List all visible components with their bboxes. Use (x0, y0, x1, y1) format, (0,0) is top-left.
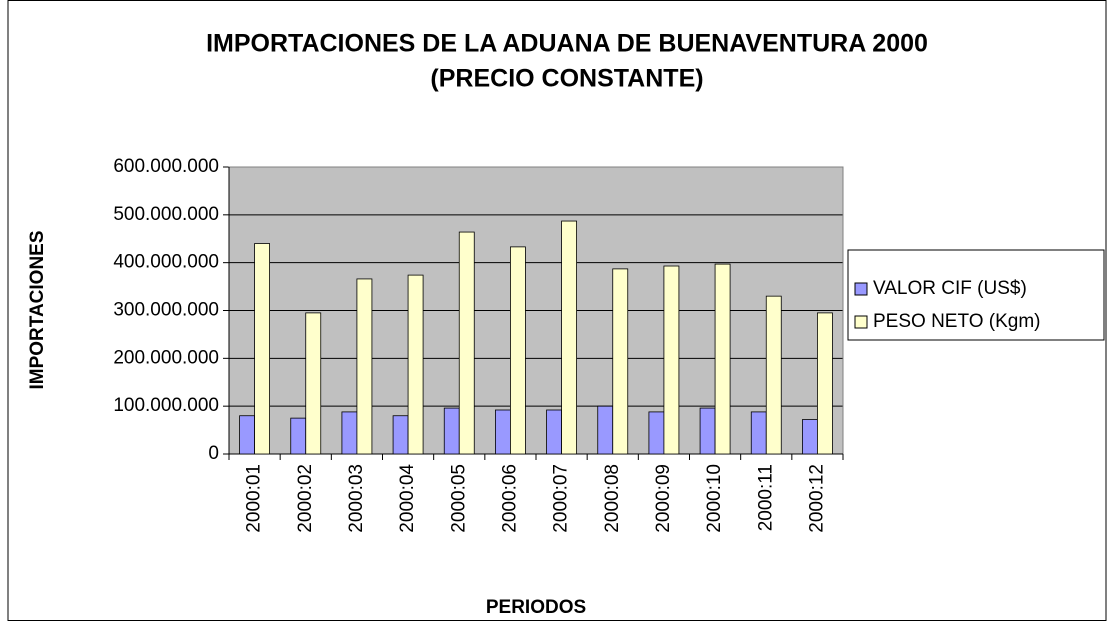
x-tick-label: 2000:06 (499, 464, 520, 533)
y-tick-label: 500.000.000 (113, 204, 219, 225)
x-axis-title: PERIODOS (486, 597, 586, 618)
x-tick-label: 2000:08 (602, 464, 623, 533)
bar (750, 411, 767, 455)
y-axis-title: IMPORTACIONES (27, 230, 48, 389)
chart-subtitle: (PRECIO CONSTANTE) (430, 65, 703, 93)
y-tick-label: 400.000.000 (113, 252, 219, 273)
bar (597, 405, 614, 455)
bar (714, 263, 731, 455)
bar (443, 407, 460, 455)
x-tick-label: 2000:07 (551, 464, 572, 533)
bar (663, 265, 680, 455)
x-tick-label: 2000:11 (755, 464, 776, 531)
bar (561, 220, 577, 455)
bar (407, 274, 424, 455)
bar (356, 278, 373, 455)
bar (510, 246, 526, 455)
bar (239, 415, 255, 455)
y-tick-label: 300.000.000 (113, 300, 219, 321)
x-tick-label: 2000:09 (653, 464, 674, 533)
y-tick-label: 200.000.000 (113, 347, 219, 368)
y-tick-label: 0 (208, 443, 219, 464)
legend-box (847, 249, 1105, 341)
bar (817, 312, 833, 455)
bar (495, 409, 511, 455)
bar (648, 411, 665, 455)
bar (290, 417, 307, 455)
x-tick-label: 2000:02 (295, 464, 316, 533)
x-tick-label: 2000:10 (704, 464, 725, 533)
x-tick-label: 2000:03 (346, 464, 367, 533)
x-tick-label: 2000:12 (806, 464, 827, 533)
y-tick-label: 600.000.000 (113, 156, 219, 177)
chart-title: IMPORTACIONES DE LA ADUANA DE BUENAVENTU… (206, 30, 928, 58)
bar (458, 231, 475, 455)
bar (546, 409, 562, 455)
x-tick-label: 2000:04 (397, 464, 418, 533)
bar (699, 407, 716, 455)
x-tick-label: 2000:01 (244, 464, 265, 533)
legend-label: VALOR CIF (US$) (873, 278, 1027, 299)
x-tick-label: 2000:05 (448, 464, 469, 533)
legend-swatch (854, 315, 868, 329)
bar (305, 312, 322, 455)
bar (802, 419, 818, 455)
legend-swatch (854, 282, 868, 296)
bar (765, 295, 782, 455)
bar (254, 243, 270, 455)
bar (392, 415, 409, 455)
bar (341, 411, 358, 455)
y-tick-label: 100.000.000 (113, 395, 219, 416)
legend-label: PESO NETO (Kgm) (873, 311, 1041, 332)
bar (612, 268, 629, 455)
